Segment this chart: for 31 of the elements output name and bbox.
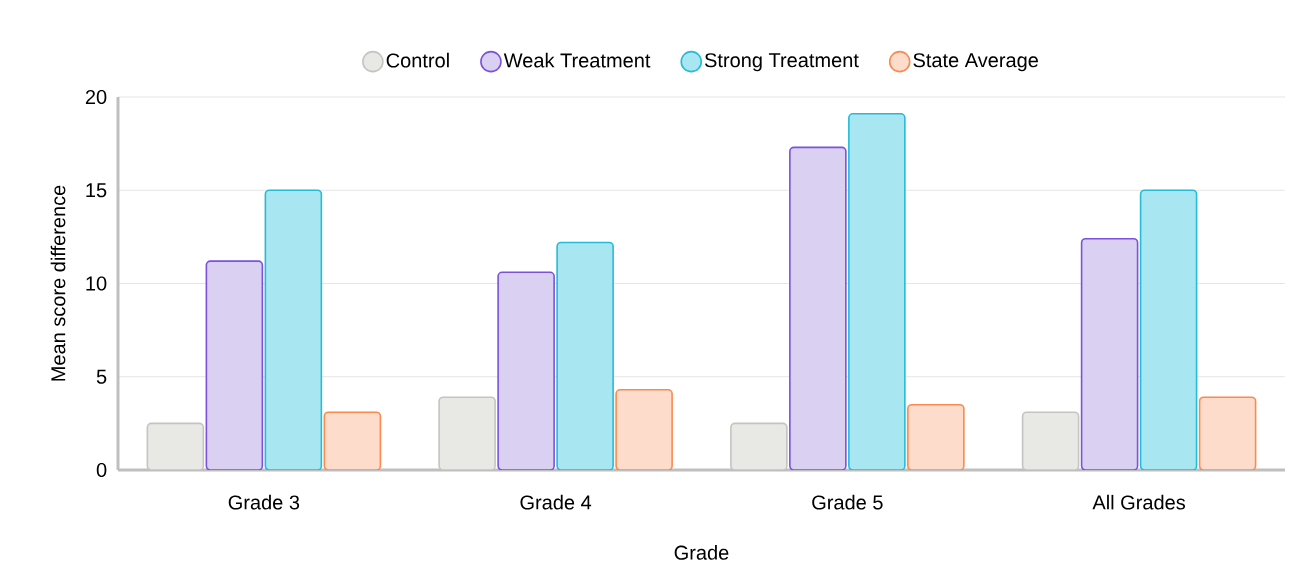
bar (205, 260, 264, 470)
bar (556, 241, 614, 470)
bar (730, 422, 788, 470)
legend-label: State Average (913, 53, 1038, 72)
x-tick-label: Grade 4 (520, 494, 592, 510)
bar (264, 189, 323, 470)
bar (615, 389, 673, 470)
bar (497, 271, 555, 470)
x-axis-title: Grade (674, 545, 729, 560)
y-tick-label: 0 (96, 462, 107, 478)
x-tick-label: Grade 3 (228, 494, 300, 510)
bar (848, 112, 906, 470)
bar (323, 411, 382, 470)
bar (789, 146, 847, 470)
legend-label: Weak Treatment (503, 52, 651, 68)
bar (1080, 237, 1139, 470)
bar (1198, 396, 1257, 470)
bar (1139, 189, 1198, 470)
y-tick-label: 5 (96, 369, 107, 384)
y-axis-title: Mean score difference (50, 185, 66, 381)
bar (1021, 411, 1080, 470)
x-tick-label: Grade 5 (812, 494, 883, 510)
bar (907, 403, 965, 470)
y-tick-label: 15 (86, 183, 107, 198)
bar (146, 422, 205, 470)
y-tick-label: 20 (85, 89, 107, 105)
legend-label: Control (386, 52, 449, 68)
legend-label: Strong Treatment (704, 53, 859, 72)
bar (438, 396, 496, 470)
y-tick-label: 10 (86, 276, 107, 291)
x-tick-label: All Grades (1092, 494, 1186, 510)
